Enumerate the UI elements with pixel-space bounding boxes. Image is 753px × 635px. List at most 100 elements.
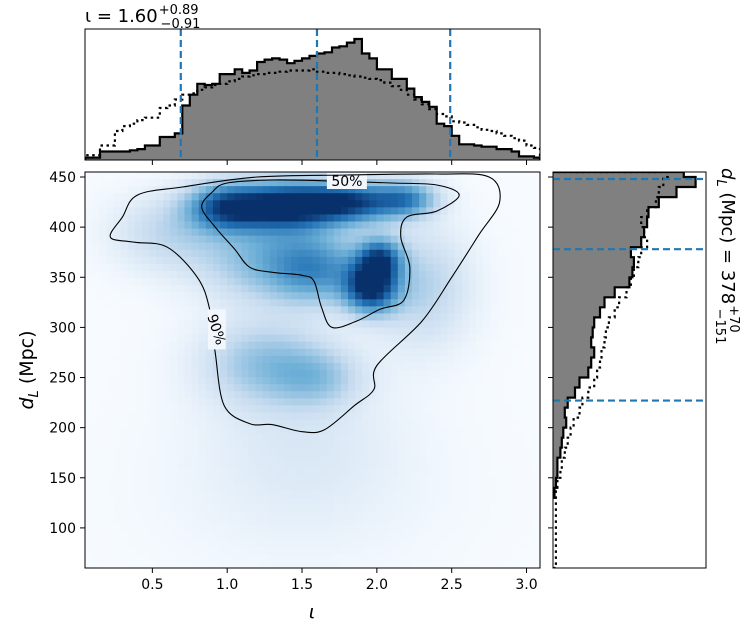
heatmap-cell <box>241 461 250 470</box>
heatmap-cell <box>461 327 470 336</box>
heatmap-cell <box>276 426 285 435</box>
heatmap-cell <box>376 221 385 230</box>
heatmap-cell <box>504 370 513 378</box>
heatmap-cell <box>227 271 235 279</box>
heatmap-cell <box>248 228 257 237</box>
heatmap-cell <box>262 412 271 421</box>
heatmap-cell <box>454 560 463 568</box>
heatmap-cell <box>390 228 399 237</box>
heatmap-cell <box>284 447 292 456</box>
heatmap-cell <box>511 320 520 329</box>
heatmap-cell <box>412 553 420 562</box>
heatmap-cell <box>461 440 470 449</box>
heatmap-cell <box>284 476 292 484</box>
heatmap-cell <box>184 249 193 258</box>
heatmap-cell <box>163 504 171 513</box>
heatmap-cell <box>241 391 250 399</box>
heatmap-cell <box>113 504 122 513</box>
heatmap-cell <box>319 447 328 456</box>
heatmap-cell <box>326 249 335 258</box>
heatmap-cell <box>177 490 186 498</box>
heatmap-cell <box>184 461 193 470</box>
heatmap-cell <box>348 490 356 498</box>
heatmap-cell <box>262 313 271 322</box>
heatmap-cell <box>248 306 257 315</box>
heatmap-cell <box>383 256 392 265</box>
heatmap-cell <box>284 221 292 230</box>
heatmap-cell <box>390 263 399 272</box>
heatmap-cell <box>511 546 520 555</box>
heatmap-cell <box>419 476 427 484</box>
heatmap-cell <box>276 256 285 265</box>
heatmap-cell <box>212 186 221 194</box>
heatmap-cell <box>255 256 264 265</box>
heatmap-cell <box>234 348 243 357</box>
heatmap-cell <box>483 235 491 244</box>
heatmap-cell <box>184 405 193 414</box>
heatmap-cell <box>106 348 115 357</box>
heatmap-cell <box>198 299 207 307</box>
heatmap-cell <box>113 348 122 357</box>
heatmap-cell <box>483 362 491 371</box>
heatmap-cell <box>241 214 250 223</box>
heatmap-cell <box>532 525 540 534</box>
heatmap-cell <box>212 433 221 442</box>
heatmap-cell <box>262 483 271 491</box>
heatmap-cell <box>170 532 179 541</box>
heatmap-cell <box>220 278 228 286</box>
heatmap-cell <box>284 313 292 322</box>
heatmap-cell <box>106 391 115 399</box>
heatmap-cell <box>227 370 235 378</box>
heatmap-cell <box>141 221 150 230</box>
heatmap-cell <box>376 412 385 421</box>
heatmap-cell <box>383 249 392 258</box>
heatmap-cell <box>461 235 470 244</box>
heatmap-cell <box>141 228 150 237</box>
heatmap-cell <box>525 391 534 399</box>
heatmap-cell <box>483 306 491 315</box>
heatmap-cell <box>262 214 271 223</box>
heatmap-cell <box>170 172 179 180</box>
heatmap-cell <box>525 214 534 223</box>
heatmap-cell <box>148 348 157 357</box>
heatmap-cell <box>319 214 328 223</box>
heatmap-cell <box>369 341 378 350</box>
heatmap-cell <box>461 362 470 371</box>
heatmap-cell <box>383 235 392 244</box>
heatmap-cell <box>440 292 449 300</box>
heatmap-cell <box>134 306 143 315</box>
heatmap-cell <box>454 384 463 392</box>
heatmap-cell <box>447 476 456 484</box>
heatmap-cell <box>312 327 321 336</box>
heatmap-cell <box>156 256 164 265</box>
heatmap-cell <box>468 334 477 343</box>
heatmap-cell <box>468 221 477 230</box>
heatmap-cell <box>227 172 235 180</box>
heatmap-cell <box>468 249 477 258</box>
heatmap-cell <box>134 553 143 562</box>
heatmap-cell <box>319 193 328 201</box>
heatmap-cell <box>404 348 413 357</box>
heatmap-cell <box>220 447 228 456</box>
heatmap-cell <box>319 179 328 187</box>
heatmap-cell <box>340 341 349 350</box>
heatmap-cell <box>483 546 491 555</box>
heatmap-cell <box>340 362 349 371</box>
heatmap-cell <box>127 525 136 534</box>
heatmap-cell <box>141 426 150 435</box>
heatmap-cell <box>454 200 463 208</box>
heatmap-cell <box>106 327 115 336</box>
heatmap-cell <box>248 249 257 258</box>
heatmap-cell <box>106 483 115 491</box>
heatmap-cell <box>163 278 171 286</box>
heatmap-cell <box>419 539 427 548</box>
heatmap-cell <box>148 553 157 562</box>
heatmap-cell <box>376 355 385 364</box>
heatmap-cell <box>362 419 370 428</box>
heatmap-cell <box>454 391 463 399</box>
heatmap-cell <box>170 539 179 548</box>
heatmap-cell <box>227 221 235 230</box>
heatmap-cell <box>198 553 207 562</box>
heatmap-cell <box>490 172 498 180</box>
heatmap-cell <box>504 398 513 406</box>
